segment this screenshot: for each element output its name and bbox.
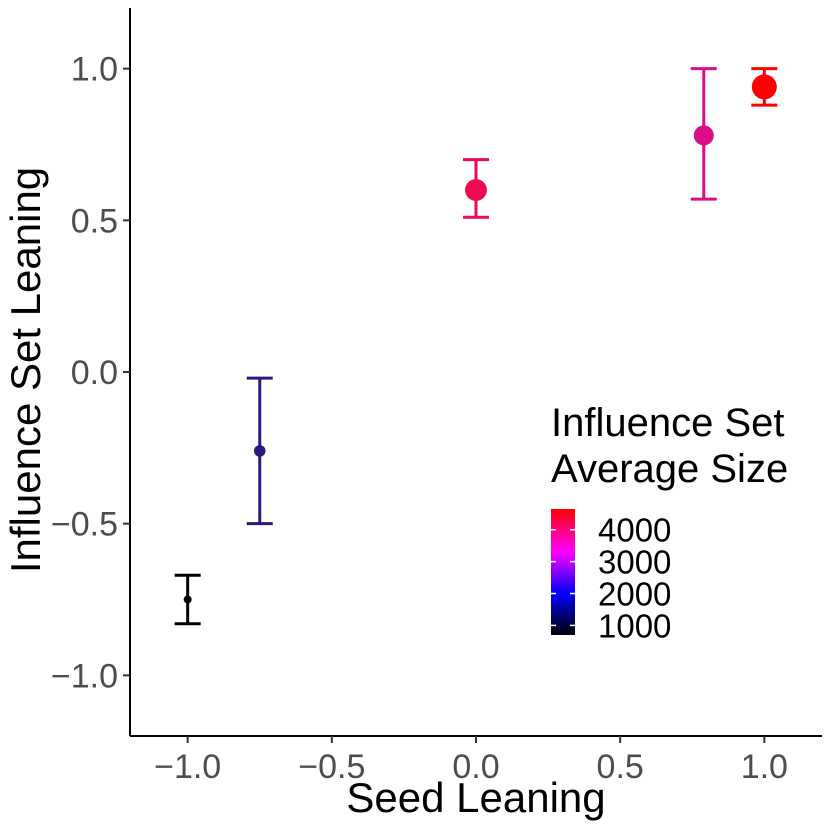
data-point [751,74,777,100]
x-tick-label: 0.5 [597,748,644,786]
data-point-group [751,67,778,107]
legend-label: 3000 [598,544,671,581]
legend: Influence Set Average Size 4000300020001… [551,401,788,644]
data-point [253,445,266,457]
y-axis-title: Influence Set Leaning [2,167,49,573]
legend-title-line1: Influence Set [551,401,785,445]
x-tick-label: −0.5 [298,748,365,786]
y-tick-label: 1.0 [71,51,118,89]
y-tick-label: 0.0 [71,354,118,392]
data-point [693,125,714,146]
data-point-group [246,376,273,526]
legend-label: 2000 [598,576,671,613]
legend-label: 1000 [598,607,671,644]
data-point-group [463,158,489,219]
data-point-group [690,67,717,201]
legend-colorbar [551,509,575,635]
x-tick-label: −1.0 [154,748,221,786]
data-marks [174,67,778,626]
legend-title-line2: Average Size [551,447,788,491]
axes [129,8,822,737]
x-tick-label: 0.0 [452,748,499,786]
data-point [465,179,487,201]
x-axis-title: Seed Leaning [346,774,605,821]
data-point [183,595,192,604]
x-tick-label: 1.0 [741,748,788,786]
ticks: −1.0 −0.5 0.0 0.5 1.0 −1.0 −0.5 0.0 0.5 1.0 [51,51,788,786]
legend-label: 4000 [598,512,671,549]
y-tick-label: 0.5 [71,202,118,240]
y-tick-label: −1.0 [51,657,118,695]
data-point-group [174,573,201,626]
y-tick-label: −0.5 [51,506,118,544]
